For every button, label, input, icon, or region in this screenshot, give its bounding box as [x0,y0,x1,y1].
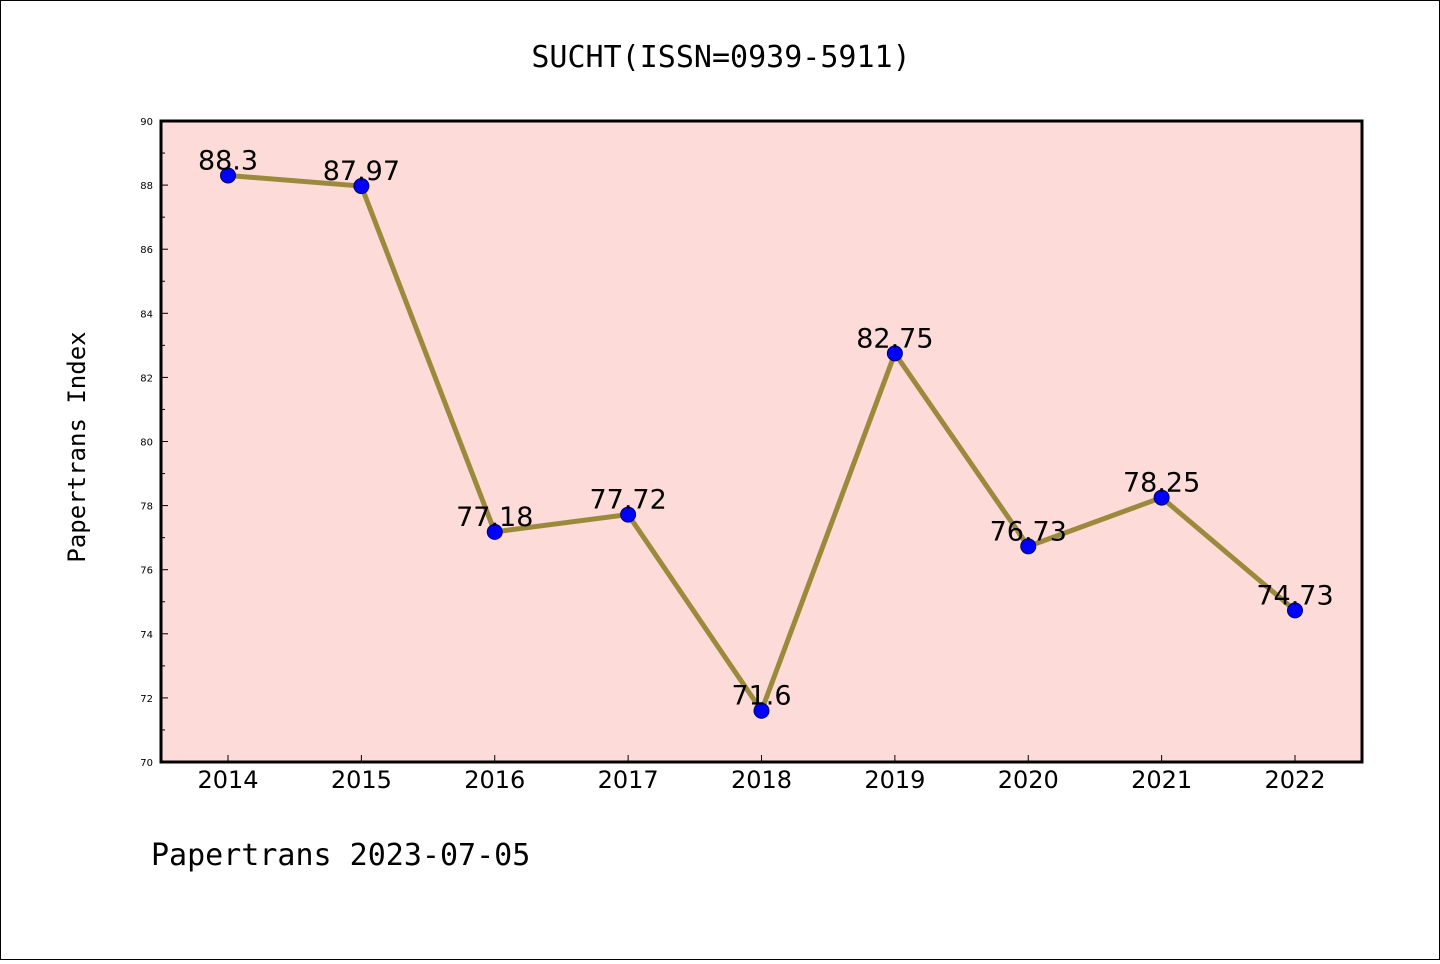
x-tick-label: 2019 [864,766,925,794]
data-label: 88.3 [198,145,258,176]
chart-title: SUCHT(ISSN=0939-5911) [531,40,910,75]
y-tick-label: 82 [140,373,153,384]
data-point [353,178,370,195]
plot-area [159,119,1364,764]
y-tick-label: 88 [140,181,153,192]
y-axis-ticks: 70 72 74 76 78 80 82 84 86 88 90 [140,117,168,769]
y-axis-label: Papertrans Index [63,331,91,562]
x-tick-label: 2015 [331,766,392,794]
footer-text: Papertrans 2023-07-05 [151,838,530,873]
data-point [220,167,236,184]
data-label: 87.97 [323,156,400,187]
data-label: 74.73 [1256,580,1333,611]
data-label: 77.72 [589,485,666,516]
data-label: 78.25 [1123,468,1200,499]
data-label: 77.18 [456,502,533,533]
x-tick-label: 2018 [731,766,792,794]
y-tick-label: 80 [140,438,153,449]
y-tick-label: 86 [140,245,153,256]
data-point [886,345,903,362]
x-tick-label: 2022 [1264,766,1325,794]
data-point [1020,538,1037,555]
data-label: 71.6 [731,681,791,712]
data-point [1153,489,1170,506]
y-tick-label: 76 [140,566,153,577]
data-point [753,702,770,719]
x-tick-label: 2020 [998,766,1059,794]
data-point [620,506,637,523]
x-tick-label: 2014 [197,766,258,794]
x-tick-label: 2016 [464,766,525,794]
series-layer: 88.3 87.97 77.18 77.72 71.6 82.75 76.73 78.25 74… [198,145,1334,719]
y-tick-label: 90 [140,117,153,128]
x-axis-ticks: 2014 2015 2016 2017 2018 2019 2020 2021 2022 [197,755,1326,794]
x-tick-label: 2021 [1131,766,1192,794]
y-tick-label: 74 [140,630,153,641]
data-label: 76.73 [990,516,1067,547]
y-tick-label: 78 [140,502,153,513]
data-point [1287,602,1303,619]
data-point [486,523,503,540]
y-tick-label: 72 [140,694,153,705]
data-label: 82.75 [856,323,933,354]
y-tick-label: 84 [140,309,153,320]
y-tick-label: 70 [140,758,153,769]
x-tick-label: 2017 [598,766,659,794]
